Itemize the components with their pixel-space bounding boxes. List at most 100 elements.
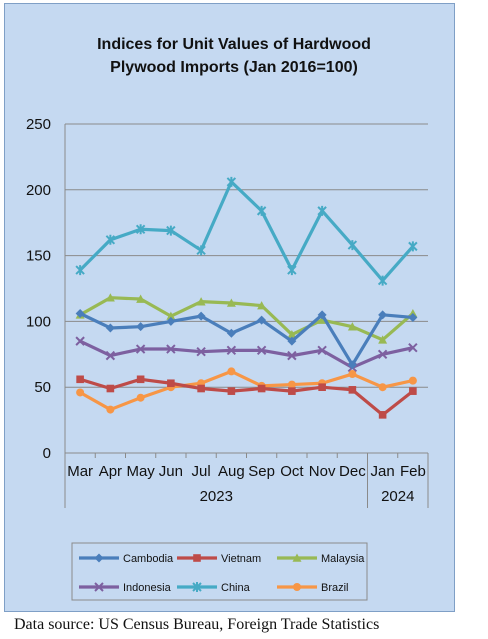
data-point xyxy=(226,176,237,187)
legend-marker xyxy=(292,553,302,562)
legend-label: Malaysia xyxy=(321,553,365,565)
legend-item-vietnam: Vietnam xyxy=(177,553,261,565)
y-tick-label: 150 xyxy=(26,248,51,265)
data-point xyxy=(408,343,418,353)
legend-label: Brazil xyxy=(321,582,349,594)
data-point xyxy=(347,240,358,251)
chart-title-line: Plywood Imports (Jan 2016=100) xyxy=(110,59,358,76)
legend-label: Cambodia xyxy=(123,553,174,565)
legend-label: China xyxy=(221,582,251,594)
data-point xyxy=(76,375,84,384)
data-point xyxy=(76,388,85,397)
chart-title: Indices for Unit Values of Hardwood Plywo… xyxy=(97,36,371,76)
legend-marker xyxy=(192,582,202,592)
data-point xyxy=(106,405,115,414)
x-tick-label: Jul xyxy=(192,463,211,480)
x-tick-label: Jan xyxy=(371,463,395,480)
series-line xyxy=(79,369,414,412)
series-line xyxy=(79,377,414,417)
legend-label: Vietnam xyxy=(221,553,261,565)
data-point xyxy=(136,322,146,332)
legend-item-malaysia: Malaysia xyxy=(277,553,365,565)
series-line xyxy=(79,339,414,370)
data-point xyxy=(257,384,266,393)
data-point xyxy=(257,301,267,310)
data-point xyxy=(136,294,146,303)
data-point xyxy=(166,316,176,326)
data-point xyxy=(105,234,116,245)
data-point xyxy=(105,293,115,302)
data-point xyxy=(287,265,297,276)
data-point xyxy=(378,383,387,392)
legend: Cambodia Vietnam Malaysia Indonesia China Bra… xyxy=(71,542,368,601)
series-vietnam xyxy=(76,375,417,419)
data-point xyxy=(256,205,267,216)
data-point xyxy=(317,315,327,324)
data-point xyxy=(317,205,327,216)
data-point xyxy=(347,322,357,331)
data-point xyxy=(196,297,206,306)
data-point xyxy=(166,344,176,354)
data-point xyxy=(196,245,206,256)
data-point xyxy=(227,387,236,395)
legend-marker xyxy=(94,582,104,592)
legend-marker xyxy=(94,553,104,563)
data-point xyxy=(348,370,357,379)
data-point xyxy=(318,383,326,391)
x-tick-label: May xyxy=(126,463,155,480)
data-point xyxy=(408,312,418,322)
data-point xyxy=(257,315,267,325)
y-tick-label: 0 xyxy=(43,445,51,462)
x-tick-label: Sep xyxy=(248,463,275,480)
data-point xyxy=(408,376,417,385)
series-line xyxy=(79,296,414,342)
y-tick-label: 250 xyxy=(26,116,51,133)
plot-background xyxy=(65,124,428,453)
data-point xyxy=(348,386,357,394)
data-point xyxy=(409,387,417,395)
legend-marker xyxy=(293,583,301,591)
data-point xyxy=(197,384,205,393)
series-cambodia xyxy=(75,309,418,370)
data-point xyxy=(287,330,297,339)
data-point xyxy=(136,393,145,402)
x-tick-label: Apr xyxy=(99,463,122,480)
data-point xyxy=(196,346,206,357)
x-tick-label: Nov xyxy=(309,463,336,480)
y-tick-label: 200 xyxy=(26,182,51,199)
data-point xyxy=(75,336,85,346)
data-point xyxy=(166,311,176,320)
data-point xyxy=(287,350,297,361)
data-point xyxy=(105,350,116,361)
plot-area: 0 50 100 150 200 250 Mar Apr May Jun Jul Aug Sep Oct N… xyxy=(26,116,429,508)
data-point xyxy=(378,310,388,320)
data-point xyxy=(317,310,327,320)
data-point xyxy=(256,345,267,356)
data-point xyxy=(135,224,146,235)
data-point xyxy=(377,275,388,286)
data-point xyxy=(75,265,85,276)
year-group-label: 2024 xyxy=(381,488,414,505)
data-point xyxy=(75,309,85,319)
data-point xyxy=(347,360,357,370)
legend-label: Indonesia xyxy=(123,582,172,594)
data-point xyxy=(166,225,176,236)
x-tick-label: Aug xyxy=(218,463,245,480)
series-china xyxy=(75,176,418,286)
data-point xyxy=(136,375,145,384)
x-tick-label: Feb xyxy=(400,463,426,480)
data-point xyxy=(287,336,297,346)
year-group-label: 2023 xyxy=(200,488,233,505)
legend-item-brazil: Brazil xyxy=(277,582,349,594)
data-point xyxy=(227,367,236,376)
data-point xyxy=(288,387,296,395)
data-point xyxy=(105,323,115,333)
series-line xyxy=(78,180,415,283)
series-line xyxy=(79,312,414,367)
data-point xyxy=(196,311,206,321)
legend-item-indonesia: Indonesia xyxy=(79,582,172,594)
data-point xyxy=(135,344,146,354)
y-tick-label: 100 xyxy=(26,313,51,330)
data-point xyxy=(226,328,236,338)
